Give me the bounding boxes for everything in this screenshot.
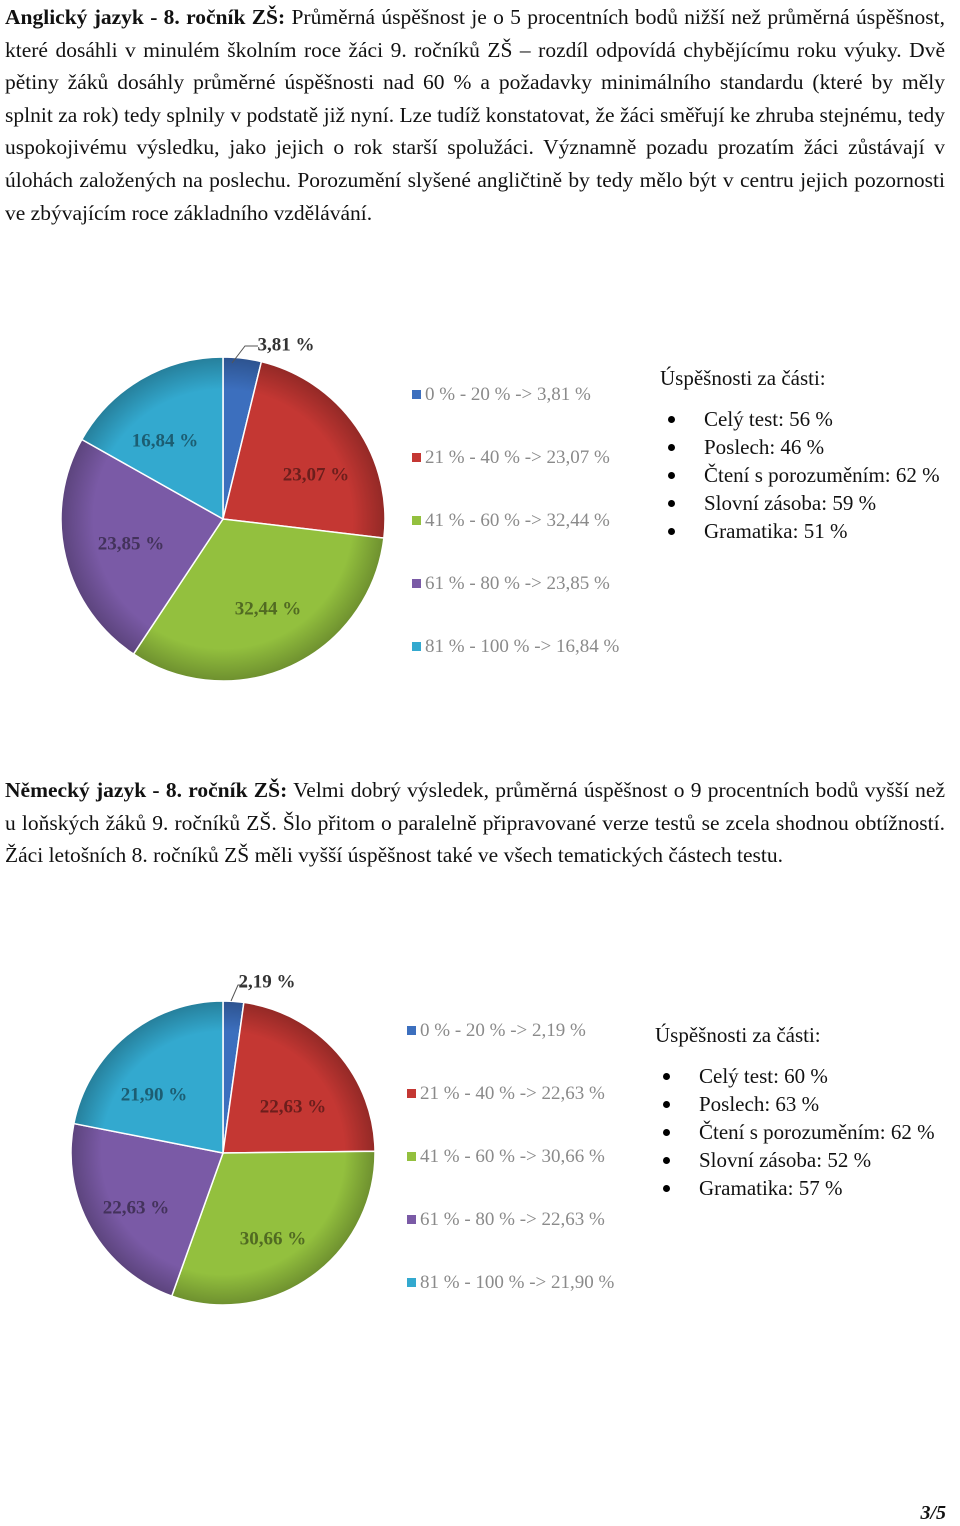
parts-item-text: Čtení s porozuměním: 62 % (704, 463, 940, 487)
parts-item-text: Čtení s porozuměním: 62 % (699, 1120, 935, 1144)
pie-data-label: 22,63 % (260, 1096, 327, 1117)
legend-label: 81 % - 100 % -> 16,84 % (425, 636, 620, 657)
pie-chart-german: 2,19 % 22,63 % 30,66 % 22,63 % 21,90 % (70, 971, 376, 1306)
parts-list: Celý test: 56 % Poslech: 46 % Čtení s po… (660, 405, 940, 545)
bullet-icon (668, 500, 675, 507)
legend-item: 0 % - 20 % -> 2,19 % (407, 1020, 586, 1042)
legend-swatch (412, 453, 421, 462)
pie-chart-english: 3,81 % 23,07 % 32,44 % 23,85 % 16,84 % (60, 334, 386, 682)
parts-item: Čtení s porozuměním: 62 % (660, 461, 940, 489)
bullet-icon (663, 1185, 670, 1192)
legend-label: 81 % - 100 % -> 21,90 % (420, 1272, 615, 1293)
heading-german: Německý jazyk - 8. ročník ZŠ: (5, 778, 288, 802)
pie-data-label: 23,85 % (98, 533, 165, 554)
parts-item: Slovní zásoba: 52 % (655, 1146, 935, 1174)
text-english: Průměrná úspěšnost je o 5 procentních bo… (5, 5, 945, 225)
parts-summary-english: Úspěšnosti za části: Celý test: 56 % Pos… (660, 366, 940, 545)
legend-swatch (407, 1278, 416, 1287)
parts-title: Úspěšnosti za části: (655, 1023, 821, 1047)
legend-item: 0 % - 20 % -> 3,81 % (412, 384, 591, 406)
legend-item: 61 % - 80 % -> 22,63 % (407, 1209, 605, 1231)
legend-item: 41 % - 60 % -> 30,66 % (407, 1146, 605, 1168)
legend-label: 0 % - 20 % -> 2,19 % (420, 1020, 586, 1041)
pie-slice (60, 438, 225, 656)
legend-item: 61 % - 80 % -> 23,85 % (412, 573, 610, 595)
legend-label: 41 % - 60 % -> 32,44 % (425, 510, 610, 531)
legend-swatch (412, 642, 421, 651)
figure-german: 2,19 % 22,63 % 30,66 % 22,63 % 21,90 % 0 % -… (0, 955, 960, 1315)
parts-item-text: Poslech: 63 % (699, 1092, 820, 1116)
parts-list: Celý test: 60 % Poslech: 63 % Čtení s po… (655, 1062, 935, 1202)
bullet-icon (668, 416, 675, 423)
parts-item-text: Gramatika: 57 % (699, 1176, 843, 1200)
bullet-icon (663, 1129, 670, 1136)
legend-item: 81 % - 100 % -> 21,90 % (407, 1272, 614, 1294)
legend-item: 81 % - 100 % -> 16,84 % (412, 636, 619, 658)
heading-english: Anglický jazyk - 8. ročník ZŠ: (5, 5, 286, 29)
pie-slice (222, 360, 386, 539)
pie-data-label: 23,07 % (283, 464, 350, 485)
pie-data-label: 21,90 % (121, 1084, 188, 1105)
parts-item: Slovní zásoba: 59 % (660, 489, 940, 517)
legend-swatch (407, 1089, 416, 1098)
pie-slice (170, 1150, 376, 1306)
bullet-icon (663, 1157, 670, 1164)
parts-item: Poslech: 63 % (655, 1090, 935, 1118)
paragraph-german: Německý jazyk - 8. ročník ZŠ: Velmi dobr… (5, 774, 945, 872)
legend-swatch (407, 1026, 416, 1035)
paragraph-english: Anglický jazyk - 8. ročník ZŠ: Průměrná … (5, 1, 945, 229)
pie-slice (72, 1000, 224, 1154)
pie-slice (222, 1001, 376, 1154)
legend-label: 21 % - 40 % -> 23,07 % (425, 447, 610, 468)
parts-item: Poslech: 46 % (660, 433, 940, 461)
legend-label: 61 % - 80 % -> 23,85 % (425, 573, 610, 594)
legend-label: 21 % - 40 % -> 22,63 % (420, 1083, 605, 1104)
bullet-icon (668, 528, 675, 535)
legend-label: 41 % - 60 % -> 30,66 % (420, 1146, 605, 1167)
legend-item: 21 % - 40 % -> 23,07 % (412, 447, 610, 469)
legend-item: 41 % - 60 % -> 32,44 % (412, 510, 610, 532)
parts-item: Celý test: 60 % (655, 1062, 935, 1090)
legend-swatch (412, 516, 421, 525)
parts-item-text: Slovní zásoba: 59 % (704, 491, 877, 515)
text-german: Velmi dobrý výsledek, průměrná úspěšnost… (5, 778, 946, 868)
parts-item-text: Poslech: 46 % (704, 435, 825, 459)
parts-item: Celý test: 56 % (660, 405, 940, 433)
legend-swatch (412, 390, 421, 399)
pie-slice (70, 1122, 224, 1298)
pie-data-label: 30,66 % (240, 1228, 307, 1249)
pie-slice (132, 518, 385, 682)
parts-summary-german: Úspěšnosti za části: Celý test: 60 % Pos… (655, 1023, 935, 1202)
pie-data-label: 2,19 % (239, 971, 296, 992)
bullet-icon (663, 1073, 670, 1080)
parts-item-text: Celý test: 56 % (704, 407, 833, 431)
parts-title: Úspěšnosti za části: (660, 366, 826, 390)
pie-data-label: 16,84 % (132, 430, 199, 451)
legend-item: 21 % - 40 % -> 22,63 % (407, 1083, 605, 1105)
pie-data-label: 3,81 % (258, 334, 315, 355)
legend-label: 0 % - 20 % -> 3,81 % (425, 384, 591, 405)
parts-item: Čtení s porozuměním: 62 % (655, 1118, 935, 1146)
bullet-icon (663, 1101, 670, 1108)
parts-item-text: Slovní zásoba: 52 % (699, 1148, 872, 1172)
legend-swatch (412, 579, 421, 588)
pie-slice (80, 356, 224, 521)
figure-english: 3,81 % 23,07 % 32,44 % 23,85 % 16,84 % 0 % -… (0, 320, 960, 682)
legend-label: 61 % - 80 % -> 22,63 % (420, 1209, 605, 1230)
parts-item-text: Gramatika: 51 % (704, 519, 848, 543)
parts-item: Gramatika: 57 % (655, 1174, 935, 1202)
page-number: 3/5 (920, 1502, 946, 1524)
leader-line (230, 984, 247, 1002)
pie-data-label: 22,63 % (103, 1197, 170, 1218)
legend-swatch (407, 1152, 416, 1161)
pie-data-label: 32,44 % (235, 598, 302, 619)
parts-item: Gramatika: 51 % (660, 517, 940, 545)
bullet-icon (668, 444, 675, 451)
legend-swatch (407, 1215, 416, 1224)
parts-item-text: Celý test: 60 % (699, 1064, 828, 1088)
bullet-icon (668, 472, 675, 479)
leader-line (231, 345, 258, 364)
